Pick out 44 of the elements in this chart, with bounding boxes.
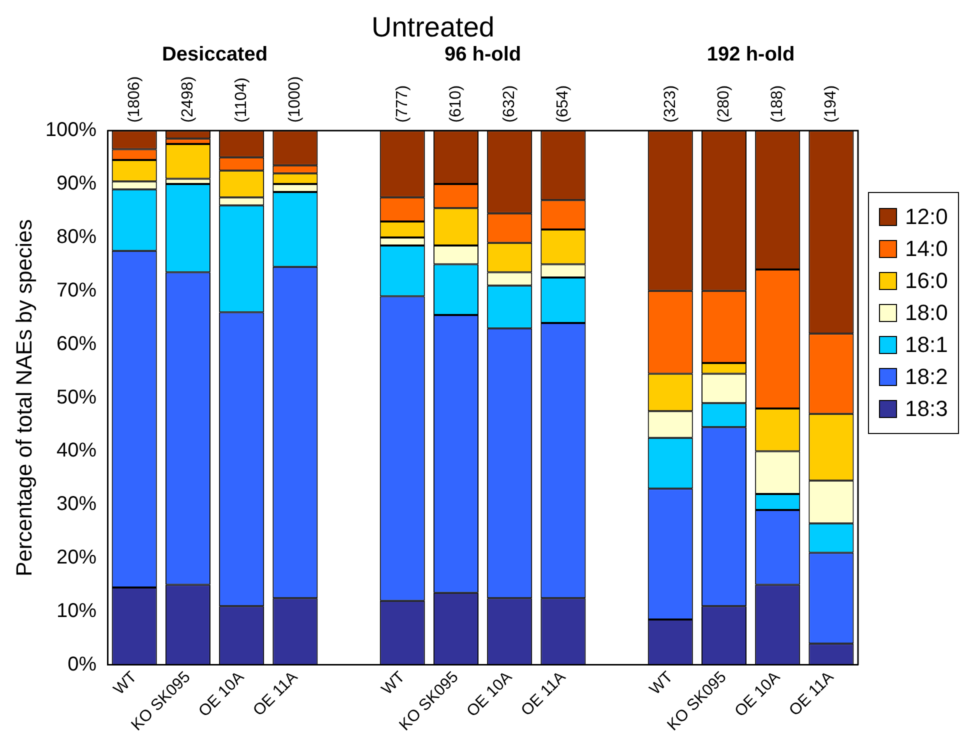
y-tick-label: 0% (68, 653, 97, 676)
text: (1104) (232, 78, 250, 123)
x-tick-label: OE 11A (786, 668, 838, 720)
text: (323) (662, 85, 679, 123)
y-tick-label: 70% (56, 279, 97, 302)
y-tick-label: 50% (56, 386, 97, 408)
text: (194) (822, 85, 840, 123)
text: 96 h-old (444, 44, 522, 66)
text: (2498) (179, 76, 196, 123)
y-tick-label: 20% (56, 546, 97, 569)
legend-label: 18:0 (905, 300, 948, 326)
text: (188) (769, 85, 786, 123)
legend-label: 18:3 (905, 396, 948, 422)
y-tick-label: 40% (56, 440, 97, 462)
y-tick-label: 30% (56, 493, 97, 516)
x-tick-label: OE 11A (518, 668, 570, 720)
y-tick-label: 100% (45, 119, 97, 142)
y-tick-label: 80% (56, 226, 97, 248)
y-tick-label: 60% (56, 332, 97, 355)
text: (654) (554, 85, 572, 123)
legend-label: 12:0 (905, 204, 948, 230)
text: (1000) (286, 76, 304, 123)
text: (632) (500, 85, 518, 123)
x-tick-label: OE 10A (464, 668, 516, 720)
chart-title: Untreated (372, 12, 494, 43)
text: 18:2 (905, 364, 948, 390)
y-tick-label: 90% (56, 172, 97, 195)
x-tick-label: OE 11A (250, 668, 302, 720)
y-axis-title: Percentage of total NAEs by species (11, 219, 36, 576)
x-tick-label: OE 10A (732, 668, 784, 720)
x-tick-label: OE 10A (196, 668, 248, 720)
text: 192 h-old (706, 44, 795, 66)
text: (280) (715, 85, 732, 123)
text: (610) (447, 85, 464, 123)
legend-label: 14:0 (905, 236, 948, 262)
text: (777) (394, 85, 411, 123)
text: (1806) (126, 76, 143, 123)
x-tick-label: WT (646, 668, 676, 698)
x-tick-label: WT (110, 668, 140, 698)
legend-label: 16:0 (905, 268, 948, 294)
x-tick-label: WT (378, 668, 408, 698)
y-tick-label: 10% (56, 600, 97, 622)
text: Desiccated (162, 44, 268, 66)
legend-label: 18:1 (905, 332, 948, 358)
